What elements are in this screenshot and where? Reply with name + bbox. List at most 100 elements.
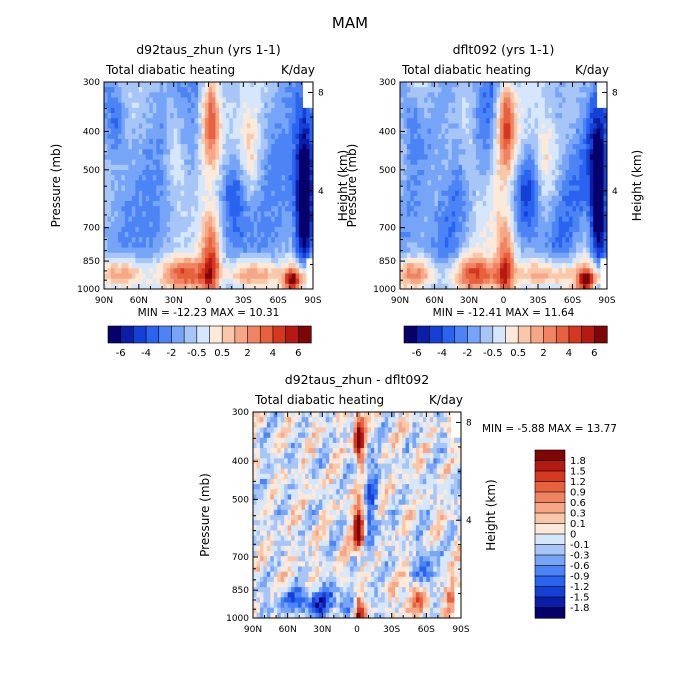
heatmap-cell (551, 252, 556, 259)
colorbar-swatch (581, 325, 595, 344)
heatmap-cell (250, 252, 255, 259)
heatmap-cell (465, 123, 470, 129)
heatmap-cell (142, 195, 147, 202)
heatmap-cell (288, 87, 293, 93)
heatmap-cell (510, 206, 515, 212)
heatmap-cell (444, 107, 449, 114)
heatmap-cell (173, 257, 178, 264)
heatmap-cell (222, 226, 227, 233)
heatmap-cells (253, 412, 462, 619)
heatmap-cell (253, 412, 257, 418)
heatmap-cell (579, 92, 584, 98)
heatmap-cell (420, 201, 425, 207)
heatmap-cell (541, 263, 546, 269)
heatmap-cell (520, 283, 525, 290)
heatmap-cell (184, 123, 188, 129)
heatmap-cell (406, 118, 411, 124)
heatmap-cell (138, 123, 143, 129)
heatmap-cell (302, 128, 307, 135)
heatmap-cell (145, 87, 150, 93)
heatmap-cell (479, 175, 484, 181)
heatmap-cell (222, 206, 227, 212)
heatmap-cell (267, 138, 272, 145)
heatmap-cell (205, 195, 209, 202)
heatmap-cell (517, 252, 522, 259)
heatmap-cell (104, 226, 108, 233)
heatmap-cell (232, 97, 237, 104)
heatmap-cell (177, 92, 182, 98)
heatmap-cell (205, 211, 209, 217)
heatmap-cell (486, 268, 491, 274)
heatmap-cell (239, 97, 244, 104)
heatmap-cell (208, 185, 213, 192)
heatmap-cell (309, 221, 314, 228)
heatmap-cell (177, 82, 182, 88)
heatmap-cell (455, 242, 460, 248)
heatmap-cell (513, 252, 518, 259)
heatmap-cell (493, 175, 497, 181)
heatmap-cell (215, 226, 220, 233)
heatmap-cell (135, 247, 140, 254)
heatmap-cell (544, 102, 549, 109)
heatmap-cell (201, 268, 206, 274)
heatmap-cell (524, 180, 529, 186)
heatmap-cell (267, 226, 272, 233)
heatmap-cell (257, 138, 262, 145)
heatmap-cell (551, 154, 556, 161)
heatmap-cell (278, 232, 283, 238)
heatmap-cell (413, 226, 418, 233)
heatmap-cell (420, 273, 425, 280)
heatmap-cell (458, 211, 463, 217)
heatmap-cell (569, 113, 573, 119)
heatmap-cell (295, 113, 300, 119)
x-tick-label: 60N (130, 296, 148, 306)
heatmap-cell (128, 283, 133, 290)
panel-right-subtitle: K/day (281, 63, 315, 77)
heatmap-cell (527, 164, 532, 171)
heatmap-cell (403, 252, 408, 259)
heatmap-cell (410, 216, 415, 223)
heatmap-cell (225, 273, 230, 280)
heatmap-cell (531, 278, 535, 285)
heatmap-cell (288, 113, 293, 119)
heatmap-cell (201, 113, 206, 119)
heatmap-cell (434, 195, 439, 202)
heatmap-cell (462, 252, 466, 259)
heatmap-cell (131, 118, 136, 124)
heatmap-cell (544, 252, 549, 259)
heatmap-cell (403, 226, 408, 233)
heatmap-cell (205, 169, 209, 176)
heatmap-cell (431, 237, 435, 243)
heatmap-cell (565, 87, 570, 93)
heatmap-cell (187, 216, 192, 223)
heatmap-cell (225, 87, 230, 93)
heatmap-cell (548, 247, 553, 254)
heatmap-cell (589, 128, 594, 135)
heatmap-cell (527, 87, 532, 93)
heatmap-cell (562, 263, 566, 269)
heatmap-cell (257, 149, 262, 155)
x-tick-label: 30S (235, 296, 252, 306)
heatmap-cell (110, 237, 115, 243)
heatmap-cell (520, 113, 525, 119)
heatmap-cell (218, 102, 223, 109)
heatmap-cell (513, 107, 518, 114)
heatmap-cell (173, 211, 178, 217)
heatmap-cell (163, 263, 168, 269)
heatmap-cell (205, 87, 209, 93)
heatmap-cell (510, 82, 515, 88)
heatmap-cell (513, 97, 518, 104)
heatmap-cell (586, 247, 591, 254)
heatmap-cell (486, 180, 491, 186)
heatmap-cell (458, 118, 463, 124)
heatmap-cell (152, 185, 157, 192)
heatmap-cell (575, 232, 580, 238)
heatmap-cell (274, 206, 279, 212)
heatmap-cell (222, 133, 227, 140)
heatmap-cell (149, 263, 154, 269)
heatmap-cell (589, 169, 594, 176)
heatmap-cell (198, 237, 202, 243)
heatmap-cell (448, 252, 453, 259)
heatmap-cell (437, 102, 442, 109)
heatmap-cell (548, 257, 553, 264)
